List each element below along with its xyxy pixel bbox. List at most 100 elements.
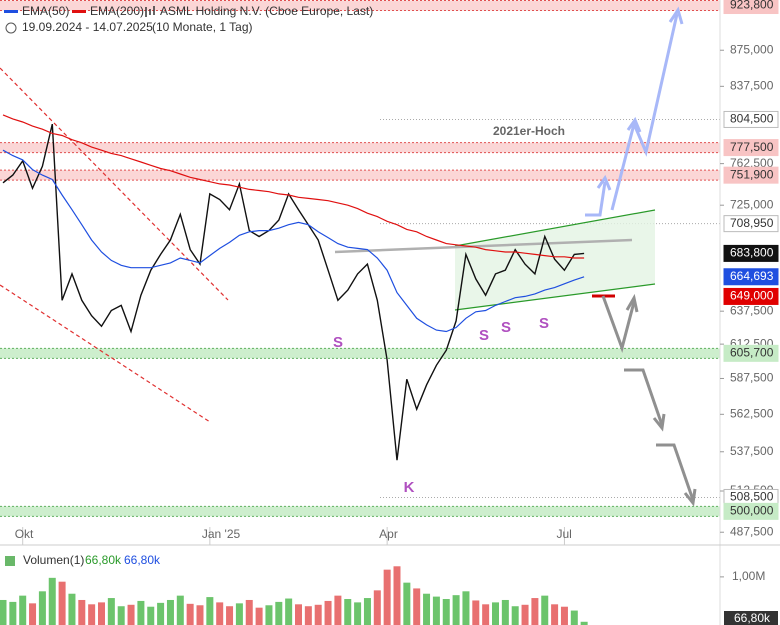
volume-bar: [482, 604, 490, 625]
x-tick-label: Apr: [379, 527, 398, 541]
price-label-box: [723, 0, 779, 15]
chart-title: ASML Holding N.V. (Cboe Europe, Last): [160, 4, 373, 18]
volume-bar: [9, 601, 17, 625]
volume-bar: [245, 599, 253, 625]
arrow-head: [625, 293, 639, 313]
legend-label: EMA(200): [90, 4, 144, 18]
volume-bar: [29, 603, 37, 625]
y-tick-label: 537,500: [730, 444, 774, 458]
x-tick-label: Jan '25: [202, 527, 241, 541]
y-tick-label: 487,500: [730, 524, 774, 538]
volume-bar: [88, 604, 96, 625]
price-label: 605,700: [730, 346, 774, 360]
volume-bar: [0, 599, 7, 625]
arrow-head: [652, 413, 666, 432]
volume-bar: [166, 599, 174, 625]
zones: [0, 0, 720, 517]
volume-bar: [255, 607, 263, 625]
price-label: 649,000: [730, 289, 774, 303]
price-label: 683,800: [730, 246, 774, 260]
y-tick-label: 762,500: [730, 156, 774, 170]
price-label-box: [723, 166, 779, 184]
candle-icon: [145, 6, 155, 17]
zone-band: [0, 170, 720, 181]
volume-bar: [462, 591, 470, 625]
volume-bar: [570, 610, 578, 625]
price-label: 777,500: [730, 140, 774, 154]
date-range: 19.09.2024 - 14.07.2025: [22, 20, 153, 34]
resistance-line: [334, 238, 633, 254]
volume-icon: [5, 556, 15, 566]
channel-line: [454, 283, 656, 311]
y-tick-label: 725,000: [730, 197, 774, 211]
volume-bar: [157, 602, 165, 625]
price-label-box: [723, 344, 779, 362]
volume-last-label: 66,80k: [734, 611, 771, 625]
volume-bar: [48, 577, 56, 625]
volume-bar: [521, 604, 529, 625]
price-label: 708,950: [730, 216, 774, 230]
volume-bar: [19, 595, 27, 625]
volume-bar: [442, 599, 450, 625]
volume-bar: [285, 598, 293, 625]
volume-bar: [226, 606, 234, 625]
y-tick-label: 562,500: [730, 406, 774, 420]
legend-label: EMA(50): [22, 4, 69, 18]
arrow-head: [626, 116, 642, 133]
series-layer: [2, 114, 585, 461]
price-label-box: [723, 268, 779, 286]
volume-bar: [117, 606, 125, 625]
volume-bar: [216, 602, 224, 625]
arrows-down: [601, 293, 697, 507]
volume-panel: 1,00M 66,80k: [0, 566, 778, 625]
volume-bar: [265, 605, 273, 625]
annotation: S: [479, 327, 489, 344]
y-tick-label: 587,500: [730, 371, 774, 385]
y-tick-label: 637,500: [730, 303, 774, 317]
volume-bar: [551, 604, 559, 625]
volume-bar: [176, 595, 184, 625]
price-label-box: [723, 139, 779, 157]
volume-bar: [580, 621, 588, 625]
channel-line: [454, 209, 656, 247]
volume-bar: [235, 603, 243, 625]
volume-bar: [107, 598, 115, 625]
arrow: [624, 368, 664, 426]
x-tick-label: Jul: [556, 527, 571, 541]
price-label: 508,500: [730, 490, 774, 504]
price-label: 751,900: [730, 167, 774, 181]
arrow: [585, 181, 607, 217]
volume-legend-value: 66,80k: [124, 553, 161, 567]
volume-legend: Volumen(1): [23, 553, 84, 567]
volume-bar: [304, 606, 312, 625]
volume-bar: [393, 566, 401, 625]
volume-bar: [324, 600, 332, 625]
y-tick-label: 875,000: [730, 42, 774, 56]
volume-bar: [68, 593, 76, 625]
annotation: K: [404, 479, 415, 496]
volume-bar: [137, 600, 145, 625]
volume-bar: [206, 597, 214, 625]
volume-bar: [38, 591, 46, 625]
volume-bar: [511, 606, 519, 625]
y-tick-label: 1,00M: [732, 569, 765, 583]
volume-bar: [334, 595, 342, 625]
arrow: [656, 443, 695, 501]
price-label-box: [723, 110, 779, 128]
price-line: [2, 123, 585, 461]
axis-layer: 487,500512,500537,500562,500587,500612,5…: [15, 0, 779, 545]
volume-bar: [78, 599, 86, 625]
annotation: S: [501, 319, 511, 336]
volume-bar: [452, 595, 460, 625]
volume-bar: [531, 598, 539, 625]
volume-bar: [354, 602, 362, 625]
volume-bar: [186, 603, 194, 625]
price-label-box: [723, 287, 779, 305]
volume-legend-value: 66,80k: [85, 553, 122, 567]
ema-line: [2, 149, 585, 333]
volume-bar: [432, 596, 440, 625]
price-label: 664,693: [730, 269, 774, 283]
volume-bar: [472, 600, 480, 625]
